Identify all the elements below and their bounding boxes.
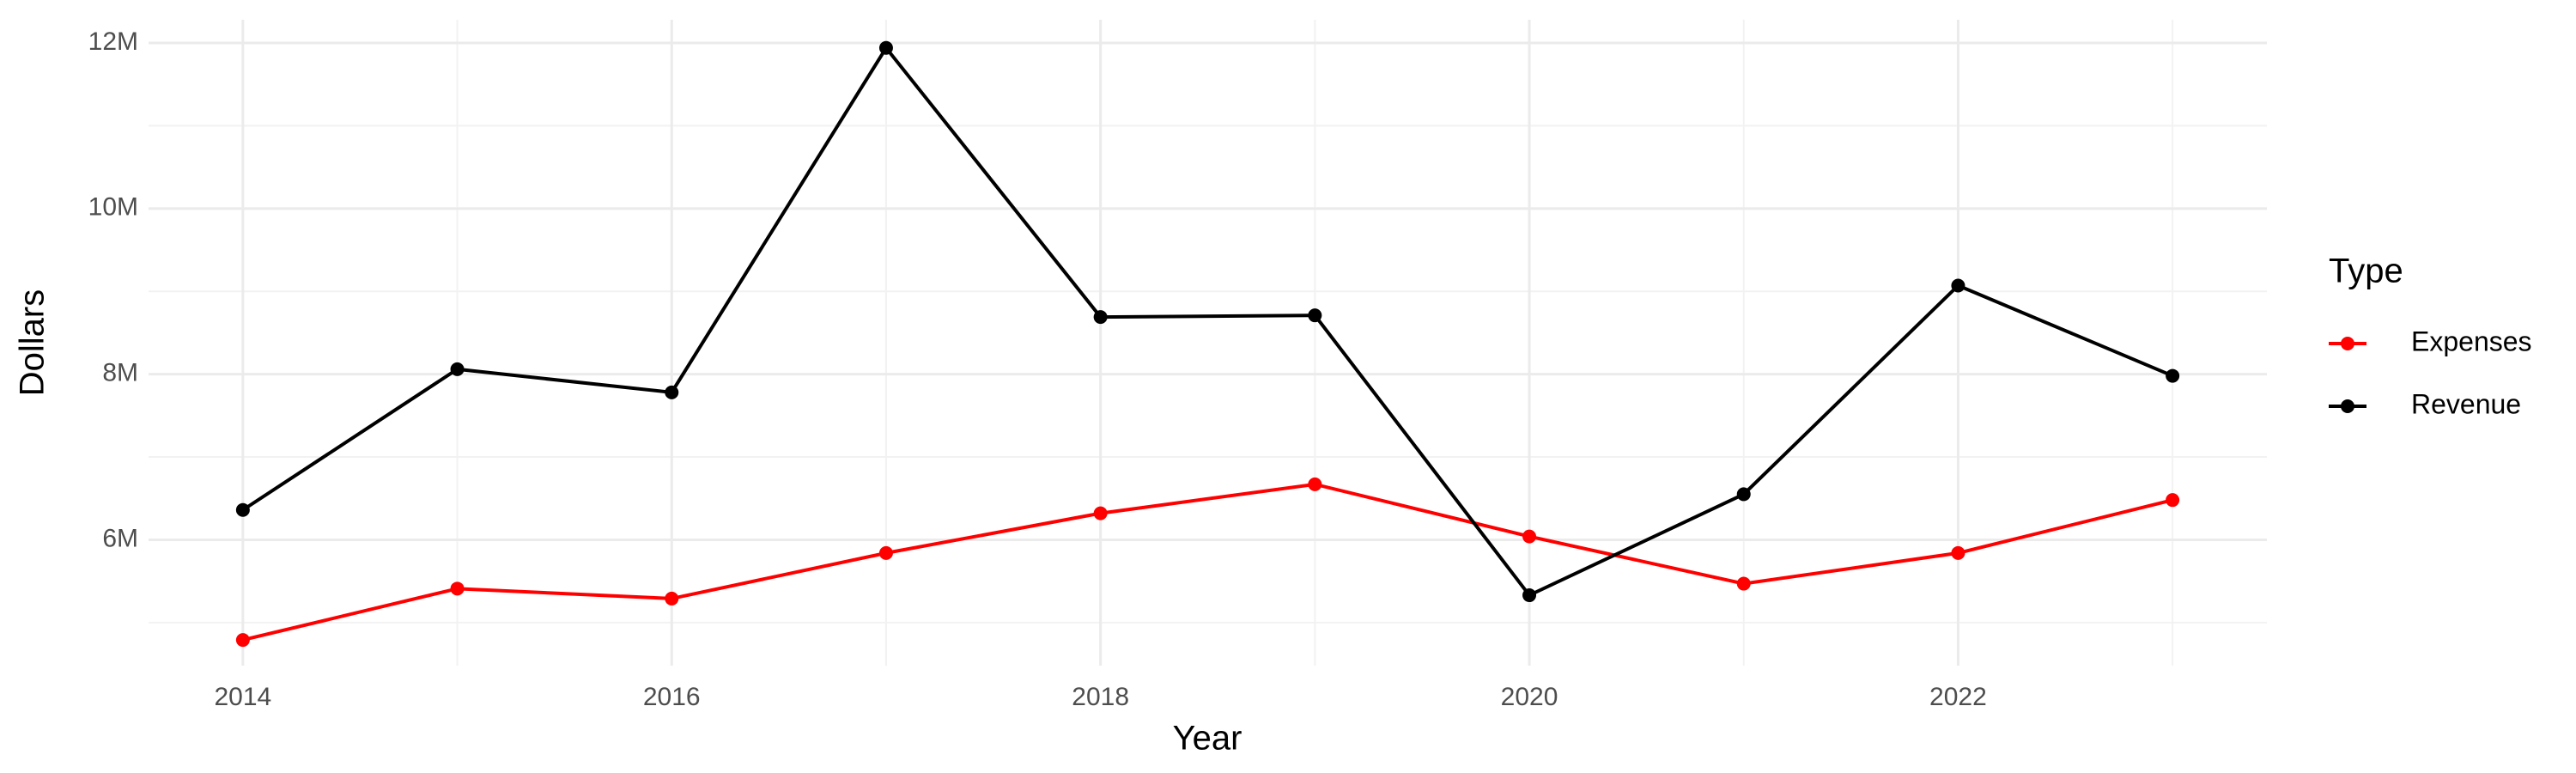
x-tick-label: 2018	[1072, 683, 1129, 711]
y-axis-title: Dollars	[14, 289, 52, 396]
data-point	[1522, 588, 1537, 603]
data-point	[235, 633, 250, 648]
data-point	[878, 545, 893, 560]
series-line	[241, 45, 2173, 598]
data-point	[1736, 576, 1751, 591]
data-point	[1736, 487, 1751, 502]
x-tick-label: 2020	[1501, 683, 1558, 711]
data-point	[1093, 310, 1108, 325]
legend-marker	[2341, 399, 2354, 413]
legend-label: Expenses	[2411, 326, 2532, 356]
y-tick-label: 6M	[102, 524, 138, 552]
series-line	[242, 482, 2173, 642]
x-tick-label: 2014	[214, 683, 271, 711]
data-point	[2166, 368, 2180, 383]
data-point	[1308, 308, 1322, 323]
data-point	[1951, 278, 1965, 293]
y-tick-label: 8M	[102, 359, 138, 387]
data-point	[2166, 493, 2180, 508]
y-tick-label: 12M	[88, 27, 138, 56]
data-point	[1308, 477, 1322, 491]
data-point	[878, 40, 893, 55]
data-point	[665, 591, 679, 606]
legend-marker	[2341, 337, 2354, 350]
data-point	[450, 362, 465, 376]
data-point	[1522, 529, 1537, 544]
legend-title: Type	[2329, 253, 2403, 290]
y-tick-label: 10M	[88, 193, 138, 222]
data-point	[1951, 545, 1965, 560]
data-point	[450, 581, 465, 596]
x-axis-title: Year	[1173, 720, 1242, 758]
x-tick-label: 2022	[1929, 683, 1987, 711]
data-point	[235, 502, 250, 517]
data-point	[665, 385, 679, 399]
data-point	[1093, 506, 1108, 520]
legend-label: Revenue	[2411, 388, 2521, 419]
x-tick-label: 2016	[643, 683, 701, 711]
